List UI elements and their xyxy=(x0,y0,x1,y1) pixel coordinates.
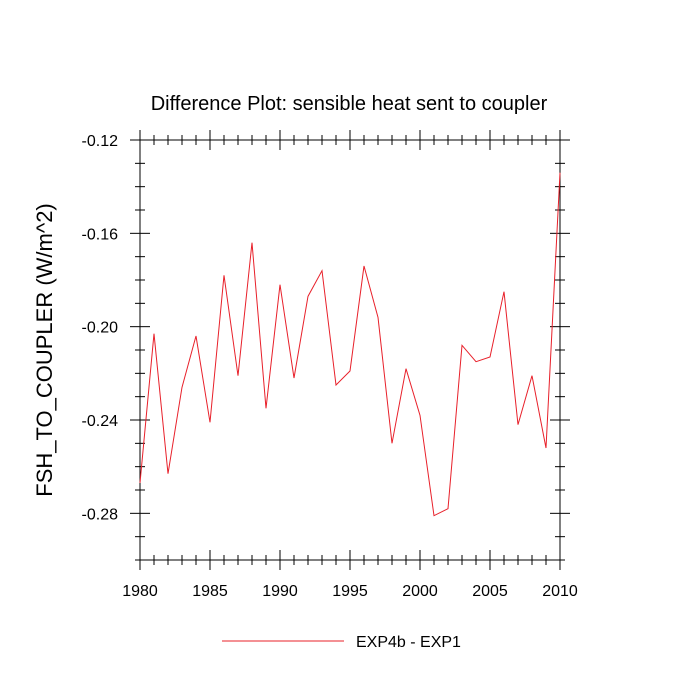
x-tick-label: 1980 xyxy=(122,583,158,600)
y-tick-label: -0.28 xyxy=(82,506,119,523)
x-tick-label: 1995 xyxy=(332,583,368,600)
plot-frame xyxy=(139,139,561,561)
y-tick-label: -0.20 xyxy=(82,320,119,337)
x-tick-label: 2010 xyxy=(542,583,578,600)
x-tick-label: 2000 xyxy=(402,583,438,600)
axis-tick-labels: 1980 1985 1990 1995 2000 2005 2010 -0.28 -0.24 -0… xyxy=(82,133,578,600)
series-line-0 xyxy=(139,172,561,517)
y-tick-label: -0.24 xyxy=(82,413,119,430)
legend-label: EXP4b - EXP1 xyxy=(356,634,461,651)
y-tick-label: -0.12 xyxy=(82,133,119,150)
chart-title: Difference Plot: sensible heat sent to c… xyxy=(151,93,548,115)
x-tick-label: 2005 xyxy=(472,583,508,600)
x-tick-label: 1990 xyxy=(262,583,298,600)
series-layer xyxy=(139,172,561,517)
axis-ticks xyxy=(130,130,570,570)
legend: EXP4b - EXP1 xyxy=(222,634,461,651)
x-tick-label: 1985 xyxy=(192,583,228,600)
y-tick-label: -0.16 xyxy=(82,226,119,243)
y-axis-label: FSH_TO_COUPLER (W/m^2) xyxy=(32,203,57,497)
